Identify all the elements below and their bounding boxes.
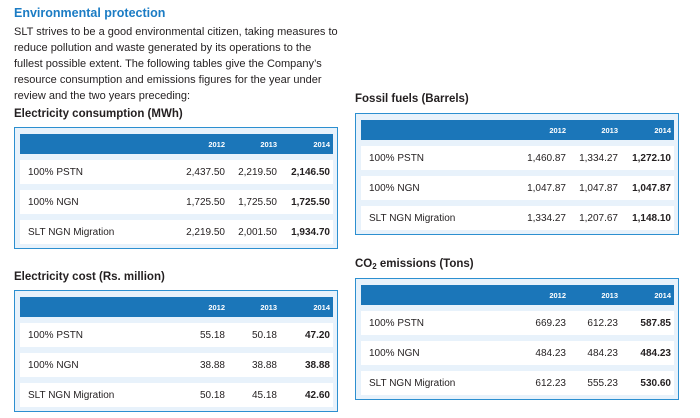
value-2014: 47.20	[304, 329, 330, 341]
table-row: 100% NGN 38.88 38.88 38.88	[20, 353, 333, 377]
value-2012: 2,219.50	[186, 226, 225, 238]
row-label: SLT NGN Migration	[28, 389, 115, 401]
table-row: SLT NGN Migration 1,334.27 1,207.67 1,14…	[361, 206, 674, 230]
table-row: 100% PSTN 669.23 612.23 587.85	[361, 311, 674, 335]
value-2012: 484.23	[535, 347, 566, 359]
value-2013: 555.23	[587, 377, 618, 389]
value-2014: 1,148.10	[632, 212, 671, 224]
co2-title-subscript: 2	[372, 262, 377, 271]
value-2013: 2,001.50	[238, 226, 277, 238]
year-2012-header: 2012	[549, 125, 566, 135]
value-2014: 2,146.50	[291, 166, 330, 178]
electricity-cost-table: 2012 2013 2014 100% PSTN 55.18 50.18 47.…	[14, 290, 338, 412]
value-2012: 1,460.87	[527, 152, 566, 164]
co2-emissions-table: 2012 2013 2014 100% PSTN 669.23 612.23 5…	[355, 278, 679, 400]
co2-title-main: CO	[355, 258, 373, 270]
intro-paragraph: SLT strives to be a good environmental c…	[14, 26, 338, 102]
table-row: 100% PSTN 1,460.87 1,334.27 1,272.10	[361, 146, 674, 170]
fossil-fuels-title: Fossil fuels (Barrels)	[355, 93, 469, 105]
value-2014: 42.60	[304, 389, 330, 401]
year-2014-header: 2014	[313, 302, 330, 312]
value-2012: 38.88	[199, 359, 225, 371]
year-2013-header: 2013	[601, 125, 618, 135]
table-row: 100% PSTN 2,437.50 2,219.50 2,146.50	[20, 160, 333, 184]
value-2014: 587.85	[640, 317, 671, 329]
value-2014: 530.60	[640, 377, 671, 389]
table-row: SLT NGN Migration 50.18 45.18 42.60	[20, 383, 333, 407]
section-title: Environmental protection	[14, 6, 166, 20]
year-2014-header: 2014	[654, 125, 671, 135]
value-2013: 1,047.87	[579, 182, 618, 194]
electricity-consumption-table: 2012 2013 2014 100% PSTN 2,437.50 2,219.…	[14, 127, 338, 249]
table-row: SLT NGN Migration 612.23 555.23 530.60	[361, 371, 674, 395]
row-label: SLT NGN Migration	[28, 226, 115, 238]
year-2012-header: 2012	[208, 302, 225, 312]
value-2013: 38.88	[251, 359, 277, 371]
value-2014: 484.23	[640, 347, 671, 359]
value-2014: 1,272.10	[632, 152, 671, 164]
value-2013: 50.18	[251, 329, 277, 341]
table-header-row: 2012 2013 2014	[361, 285, 674, 305]
value-2012: 1,725.50	[186, 196, 225, 208]
row-label: SLT NGN Migration	[369, 212, 456, 224]
row-label: 100% PSTN	[369, 152, 425, 164]
value-2014: 38.88	[304, 359, 330, 371]
table-header-row: 2012 2013 2014	[20, 297, 333, 317]
value-2013: 1,207.67	[579, 212, 618, 224]
table-header-row: 2012 2013 2014	[361, 120, 674, 140]
row-label: 100% NGN	[28, 359, 79, 371]
value-2013: 1,334.27	[579, 152, 618, 164]
year-2012-header: 2012	[549, 290, 566, 300]
value-2012: 669.23	[535, 317, 566, 329]
value-2013: 484.23	[587, 347, 618, 359]
year-2013-header: 2013	[260, 302, 277, 312]
value-2012: 2,437.50	[186, 166, 225, 178]
table-row: SLT NGN Migration 2,219.50 2,001.50 1,93…	[20, 220, 333, 244]
value-2013: 45.18	[251, 389, 277, 401]
electricity-consumption-title: Electricity consumption (MWh)	[14, 108, 183, 120]
electricity-cost-title: Electricity cost (Rs. million)	[14, 271, 165, 283]
table-row: 100% NGN 484.23 484.23 484.23	[361, 341, 674, 365]
year-2013-header: 2013	[601, 290, 618, 300]
table-row: 100% PSTN 55.18 50.18 47.20	[20, 323, 333, 347]
row-label: 100% NGN	[369, 347, 420, 359]
value-2013: 612.23	[587, 317, 618, 329]
row-label: 100% NGN	[369, 182, 420, 194]
co2-title-rest: emissions (Tons)	[376, 258, 474, 270]
row-label: 100% PSTN	[28, 329, 84, 341]
co2-emissions-title: CO2 emissions (Tons)	[355, 258, 474, 271]
value-2014: 1,725.50	[291, 196, 330, 208]
value-2013: 1,725.50	[238, 196, 277, 208]
year-2014-header: 2014	[654, 290, 671, 300]
year-2013-header: 2013	[260, 139, 277, 149]
fossil-fuels-table: 2012 2013 2014 100% PSTN 1,460.87 1,334.…	[355, 113, 679, 235]
row-label: 100% NGN	[28, 196, 79, 208]
value-2013: 2,219.50	[238, 166, 277, 178]
value-2012: 1,334.27	[527, 212, 566, 224]
value-2014: 1,934.70	[291, 226, 330, 238]
year-2014-header: 2014	[313, 139, 330, 149]
table-row: 100% NGN 1,725.50 1,725.50 1,725.50	[20, 190, 333, 214]
row-label: 100% PSTN	[28, 166, 84, 178]
row-label: SLT NGN Migration	[369, 377, 456, 389]
value-2012: 50.18	[199, 389, 225, 401]
row-label: 100% PSTN	[369, 317, 425, 329]
table-header-row: 2012 2013 2014	[20, 134, 333, 154]
value-2012: 612.23	[535, 377, 566, 389]
value-2014: 1,047.87	[632, 182, 671, 194]
table-row: 100% NGN 1,047.87 1,047.87 1,047.87	[361, 176, 674, 200]
year-2012-header: 2012	[208, 139, 225, 149]
value-2012: 55.18	[199, 329, 225, 341]
value-2012: 1,047.87	[527, 182, 566, 194]
